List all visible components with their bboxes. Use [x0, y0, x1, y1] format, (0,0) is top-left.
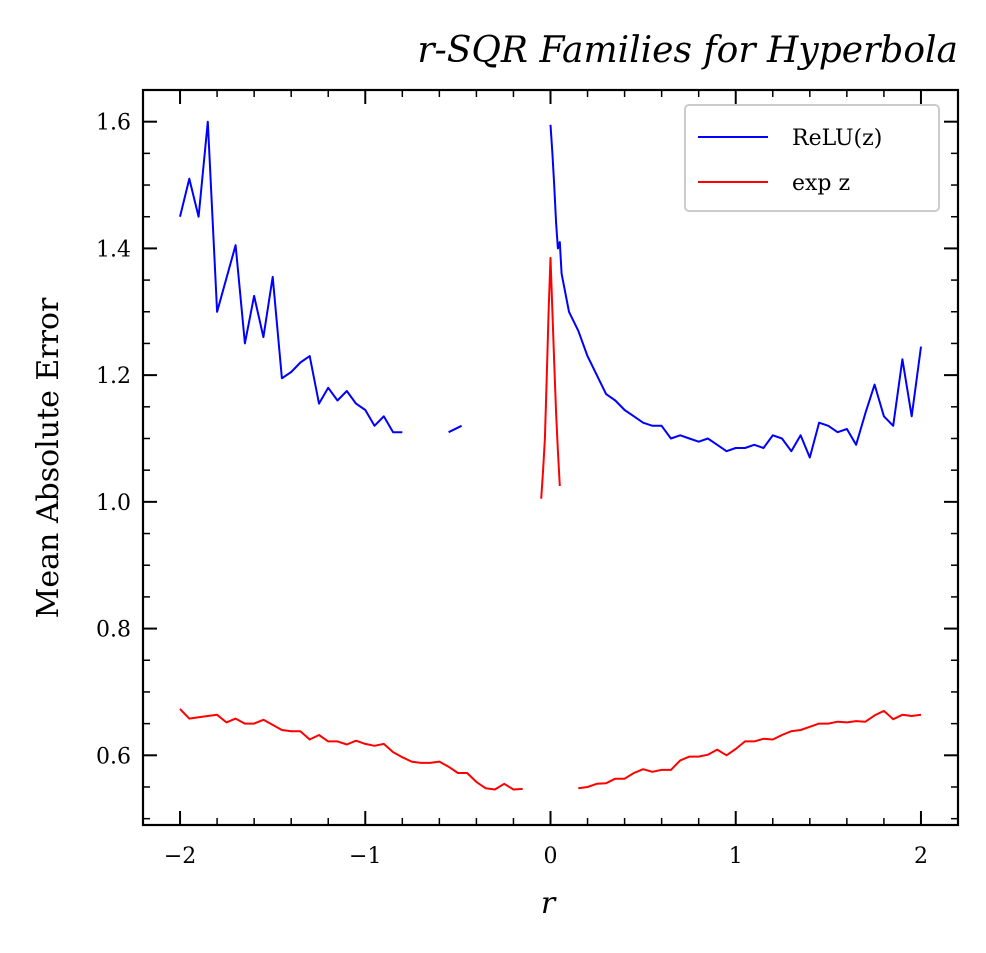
- x-tick-label: −2: [164, 844, 196, 869]
- series-line-exp-segment-2: [540, 256, 561, 499]
- x-tick-label: 2: [914, 844, 928, 869]
- series-line-exp-segment-3: [578, 709, 922, 790]
- series-line-relu-segment-3: [549, 124, 922, 459]
- y-tick-label: 1.0: [96, 491, 131, 516]
- y-tick-label: 1.4: [96, 237, 131, 262]
- legend-label-relu: ReLU(z): [792, 126, 882, 151]
- x-tick-label: 1: [729, 844, 743, 869]
- x-tick-label: 0: [544, 844, 558, 869]
- legend: ReLU(z) exp z: [684, 104, 940, 212]
- x-axis-label: r: [541, 886, 557, 921]
- legend-box: [684, 104, 940, 212]
- series-line-exp-segment-1: [179, 708, 523, 791]
- legend-label-exp: exp z: [792, 171, 850, 196]
- y-tick-label: 1.2: [96, 364, 131, 389]
- x-tick-label: −1: [349, 844, 381, 869]
- y-axis-label: Mean Absolute Error: [31, 297, 66, 618]
- ticks-layer: −2 −1 0 1 2 0.6 0.8 1.0 1.2 1.4 1.6: [96, 90, 958, 869]
- plot-frame: [141, 88, 960, 827]
- chart-title: r-SQR Families for Hyperbola: [417, 30, 958, 71]
- series-line-relu-segment-2: [448, 424, 463, 434]
- y-tick-label: 0.6: [96, 744, 131, 769]
- y-tick-label: 1.6: [96, 111, 131, 136]
- y-tick-label: 0.8: [96, 618, 131, 643]
- series-line-relu-segment-1: [179, 120, 403, 434]
- series-layer: [179, 120, 922, 791]
